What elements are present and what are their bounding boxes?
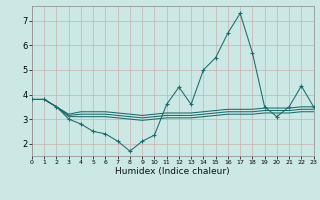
X-axis label: Humidex (Indice chaleur): Humidex (Indice chaleur) [116,167,230,176]
